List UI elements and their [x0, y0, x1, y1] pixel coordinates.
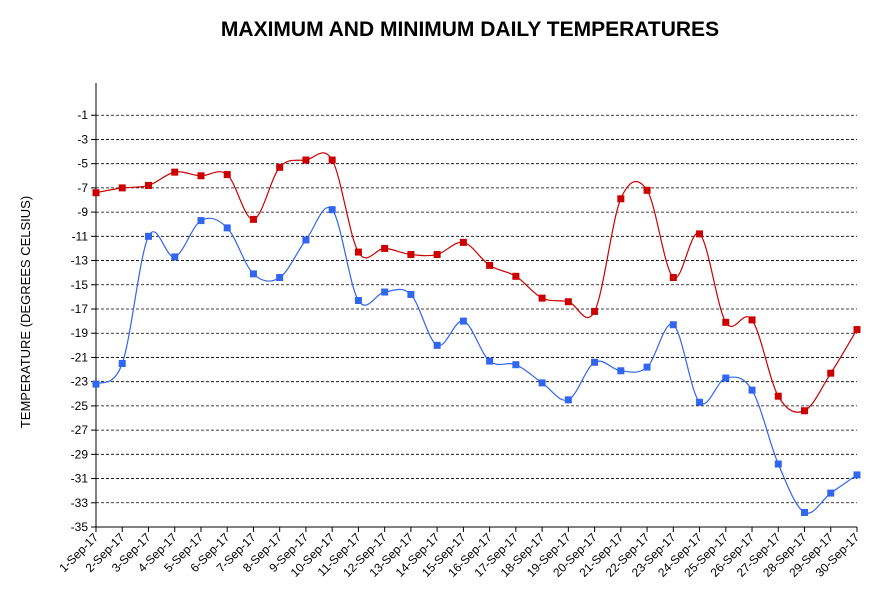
data-point: [223, 171, 231, 179]
data-point: [171, 253, 179, 261]
data-point: [459, 317, 467, 325]
data-point: [328, 156, 336, 164]
data-point: [722, 318, 730, 326]
data-point: [354, 248, 362, 256]
data-point: [433, 341, 441, 349]
data-point: [486, 261, 494, 269]
data-point: [591, 358, 599, 366]
data-point: [538, 379, 546, 387]
grid-lines: [96, 114, 857, 504]
data-point: [591, 307, 599, 315]
data-point: [328, 206, 336, 214]
y-tick-label: -25: [71, 399, 89, 413]
axes: [91, 83, 858, 532]
y-tick-label: -21: [71, 350, 89, 364]
data-point: [696, 398, 704, 406]
data-point: [564, 298, 572, 306]
data-point: [144, 181, 152, 189]
data-point: [538, 294, 546, 302]
data-point: [276, 274, 284, 282]
data-point: [381, 244, 389, 252]
data-point: [92, 189, 100, 197]
y-tick-label: -7: [77, 181, 88, 195]
data-point: [801, 508, 809, 516]
data-point: [748, 316, 756, 324]
y-tick-label: -9: [77, 205, 88, 219]
data-point: [722, 374, 730, 382]
data-point: [171, 168, 179, 176]
y-tick-label: -27: [71, 423, 89, 437]
data-point: [853, 471, 861, 479]
data-point: [748, 386, 756, 394]
data-point: [118, 360, 126, 367]
data-point: [827, 369, 835, 377]
data-point: [144, 232, 152, 240]
data-point: [249, 270, 257, 278]
data-point: [512, 272, 520, 280]
data-point: [302, 156, 310, 164]
data-point: [223, 224, 231, 232]
data-point: [276, 163, 284, 171]
y-tick-label: -29: [71, 447, 89, 461]
data-point: [459, 238, 467, 246]
data-point: [118, 184, 126, 192]
data-point: [407, 251, 415, 258]
y-tick-label: -19: [71, 326, 89, 340]
data-point: [696, 230, 704, 238]
series-line-0: [95, 152, 858, 413]
data-point: [774, 392, 782, 400]
data-point: [381, 288, 389, 296]
data-point: [197, 217, 205, 225]
series-lines: [92, 152, 861, 516]
y-tick-label: -35: [71, 520, 89, 534]
data-point: [92, 380, 100, 388]
data-point: [617, 195, 625, 203]
y-axis-label: TEMPERATURE (DEGREES CELSIUS): [18, 196, 33, 428]
data-point: [669, 274, 677, 282]
data-point: [643, 363, 651, 371]
data-point: [669, 321, 677, 329]
data-point: [827, 489, 835, 497]
y-tick-label: -17: [71, 302, 89, 316]
y-tick-labels: -1 -3 -5 -7 -9 -11 -13 -15 -17 -19 -21 -23 -25 -27 -29…: [71, 108, 89, 534]
x-tick-labels: 1-Sep-172-Sep-173-Sep-174-Sep-175-Sep-17…: [56, 530, 862, 580]
y-tick-label: -15: [71, 278, 89, 292]
y-tick-label: -3: [77, 132, 88, 146]
data-point: [433, 251, 441, 258]
y-tick-label: -33: [71, 496, 89, 510]
y-tick-label: -23: [71, 375, 89, 389]
data-point: [486, 357, 494, 365]
y-tick-label: -5: [77, 157, 88, 171]
data-point: [617, 367, 625, 375]
data-point: [407, 290, 415, 298]
data-point: [853, 326, 861, 334]
data-point: [774, 460, 782, 468]
data-point: [197, 172, 205, 180]
data-point: [249, 215, 257, 223]
data-point: [801, 407, 809, 415]
y-tick-label: -31: [71, 472, 89, 486]
data-point: [354, 297, 362, 305]
y-tick-label: -11: [72, 229, 89, 243]
data-point: [643, 186, 651, 194]
data-point: [302, 236, 310, 244]
y-tick-label: -1: [77, 108, 88, 122]
series-line-1: [95, 206, 858, 514]
y-tick-label: -13: [71, 254, 89, 268]
chart-title: MAXIMUM AND MINIMUM DAILY TEMPERATURES: [220, 18, 720, 41]
data-point: [564, 396, 572, 404]
data-point: [512, 361, 520, 369]
